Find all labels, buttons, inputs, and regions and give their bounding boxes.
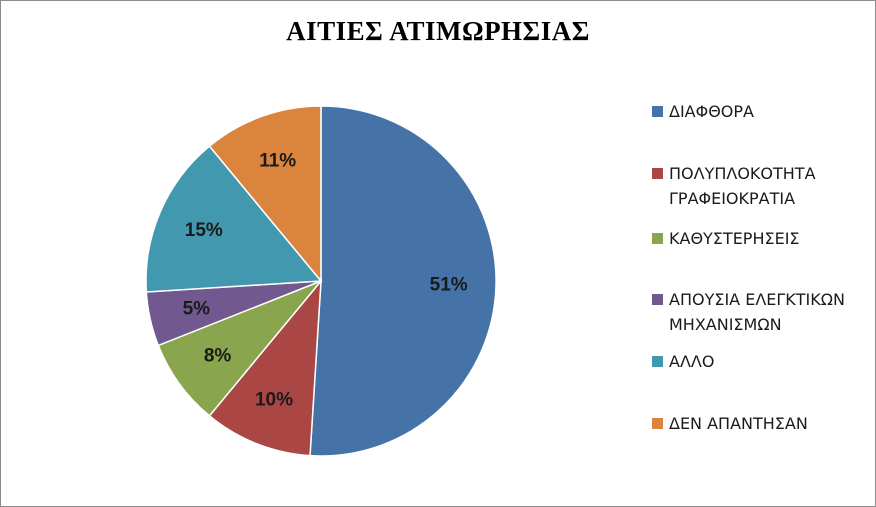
pie-slice-6	[208, 105, 322, 284]
legend-swatch-3	[652, 233, 663, 244]
pie-slice-5	[145, 145, 323, 293]
legend-swatch-5	[652, 356, 663, 367]
pie-slice-2	[208, 278, 322, 457]
data-label-6: 11%	[259, 150, 296, 171]
legend-label-4: ΑΠΟΥΣΙΑ ΕΛΕΓΚΤΙΚΩΝ ΜΗΧΑΝΙΣΜΩΝ	[669, 290, 845, 334]
legend-label-6: ΔΕΝ ΑΠΑΝΤΗΣΑΝ	[669, 414, 808, 433]
legend-swatch-6	[652, 418, 663, 429]
legend-swatch-1	[652, 106, 663, 117]
data-label-4: 5%	[183, 298, 211, 319]
legend-swatch-4	[652, 294, 663, 305]
data-label-3: 8%	[204, 346, 232, 367]
data-label-1: 51%	[430, 275, 468, 296]
data-label-2: 10%	[255, 389, 293, 410]
legend-swatch-2	[652, 168, 663, 179]
legend-label-2: ΠΟΛΥΠΛΟΚΟΤΗΤΑ ΓΡΑΦΕΙΟΚΡΑΤΙΑ	[669, 164, 816, 208]
legend-label-5: ΑΛΛΟ	[669, 352, 715, 371]
pie-slice-1	[309, 105, 497, 457]
legend-label-3: ΚΑΘΥΣΤΕΡΗΣΕΙΣ	[669, 229, 800, 248]
data-label-5: 15%	[185, 220, 223, 241]
legend-label-1: ΔΙΑΦΘΟΡΑ	[669, 102, 754, 121]
chart-title: ΑΙΤΙΕΣ ΑΤΙΜΩΡΗΣΙΑΣ	[286, 16, 590, 46]
